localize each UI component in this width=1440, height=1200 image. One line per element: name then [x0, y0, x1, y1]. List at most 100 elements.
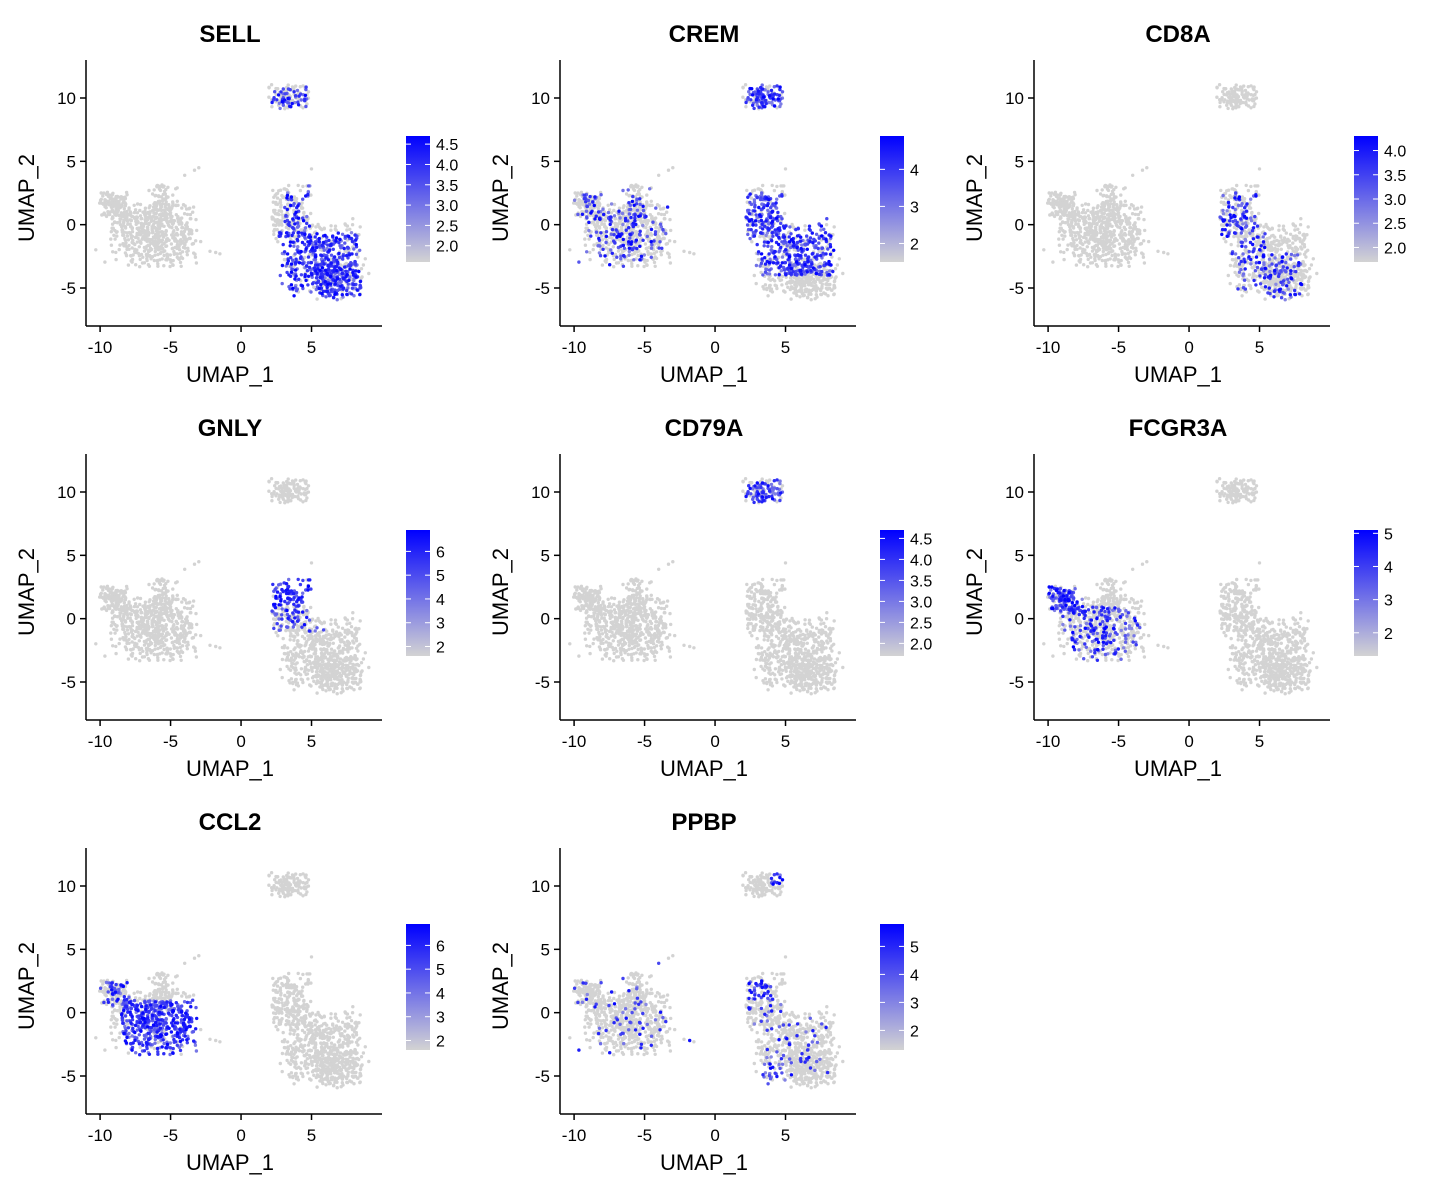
cell-point — [293, 222, 297, 226]
colorbar-tick-label: 3.5 — [436, 178, 458, 195]
cell-point — [1254, 96, 1259, 100]
cell-point — [1254, 189, 1259, 194]
cell-point — [186, 249, 190, 253]
cell-point — [662, 236, 666, 241]
cell-point — [1095, 206, 1099, 210]
cell-point — [134, 263, 138, 267]
cell-point — [183, 173, 187, 177]
cell-point — [267, 95, 271, 99]
cell-point — [306, 90, 311, 94]
cell-point — [149, 238, 153, 242]
cell-point — [1051, 260, 1055, 264]
cell-point — [654, 216, 658, 220]
cell-point — [175, 246, 179, 251]
cell-point — [277, 101, 281, 106]
cell-point — [621, 243, 626, 248]
cell-point — [748, 200, 752, 205]
cell-point — [1131, 204, 1135, 208]
cell-point — [111, 250, 115, 254]
cell-point — [630, 252, 634, 257]
cell-point — [1115, 203, 1119, 207]
cell-point — [358, 225, 362, 229]
cell-point — [267, 86, 271, 90]
cell-point — [323, 268, 328, 272]
cell-point — [291, 286, 295, 290]
cell-point — [297, 277, 301, 281]
cell-point — [143, 212, 148, 216]
cell-point — [298, 85, 302, 89]
cell-point — [274, 236, 278, 241]
cell-point — [347, 253, 352, 257]
cell-point — [653, 255, 657, 259]
cell-point — [645, 218, 649, 223]
cell-point — [832, 292, 836, 296]
cell-point — [301, 184, 305, 189]
cell-point — [1068, 230, 1073, 234]
cell-point — [320, 243, 324, 248]
cell-point — [769, 88, 774, 93]
cell-point — [272, 96, 276, 100]
cell-point — [192, 251, 196, 255]
cell-point — [160, 230, 164, 234]
cell-point — [809, 269, 813, 273]
cell-point — [335, 298, 339, 302]
cell-point — [312, 285, 316, 289]
cell-point — [1108, 230, 1112, 234]
cell-point — [776, 210, 780, 215]
cell-point — [599, 193, 603, 197]
cell-point — [755, 195, 759, 200]
cell-point — [313, 235, 317, 239]
cell-point — [1097, 257, 1101, 261]
cell-point — [1231, 107, 1235, 111]
cell-point — [759, 231, 763, 235]
cell-point — [645, 234, 649, 239]
cell-point — [98, 201, 102, 205]
cell-point — [325, 289, 330, 294]
cell-point — [1095, 188, 1099, 193]
cell-point — [1128, 226, 1133, 230]
cell-point — [1222, 202, 1226, 206]
cell-point — [1084, 251, 1089, 255]
cell-point — [1244, 183, 1248, 188]
cell-point — [600, 238, 605, 242]
cell-point — [748, 236, 752, 241]
cell-point — [789, 276, 793, 280]
cell-point — [1250, 211, 1254, 215]
cell-point — [295, 237, 299, 242]
cell-point — [322, 227, 326, 231]
cell-point — [604, 230, 609, 234]
cell-point — [813, 279, 817, 283]
cell-point — [593, 217, 597, 221]
cell-point — [1120, 229, 1124, 233]
cell-point — [765, 203, 770, 208]
cell-point — [1110, 264, 1114, 268]
cell-point — [584, 209, 589, 213]
cell-point — [1101, 249, 1106, 254]
cell-point — [309, 290, 313, 294]
cell-point — [104, 206, 108, 210]
cell-point — [133, 250, 137, 254]
cell-point — [789, 232, 793, 236]
cell-point — [631, 194, 635, 199]
cell-point — [124, 190, 129, 195]
cell-point — [150, 225, 155, 230]
cell-point — [773, 92, 777, 96]
cell-point — [622, 253, 626, 258]
cell-point — [1126, 239, 1130, 243]
cell-point — [772, 104, 777, 108]
cell-point — [172, 229, 176, 233]
cell-point — [627, 212, 632, 216]
cell-point — [320, 291, 324, 296]
cell-point — [796, 227, 800, 231]
cell-point — [1094, 237, 1098, 241]
cell-point — [295, 88, 300, 93]
cell-point — [799, 239, 803, 243]
cell-point — [688, 250, 692, 255]
cell-point — [598, 254, 603, 258]
cell-point — [183, 242, 187, 247]
cell-point — [133, 235, 138, 240]
cell-point — [125, 231, 129, 235]
cell-point — [822, 227, 826, 231]
cell-point — [101, 202, 106, 206]
cell-point — [749, 98, 753, 102]
